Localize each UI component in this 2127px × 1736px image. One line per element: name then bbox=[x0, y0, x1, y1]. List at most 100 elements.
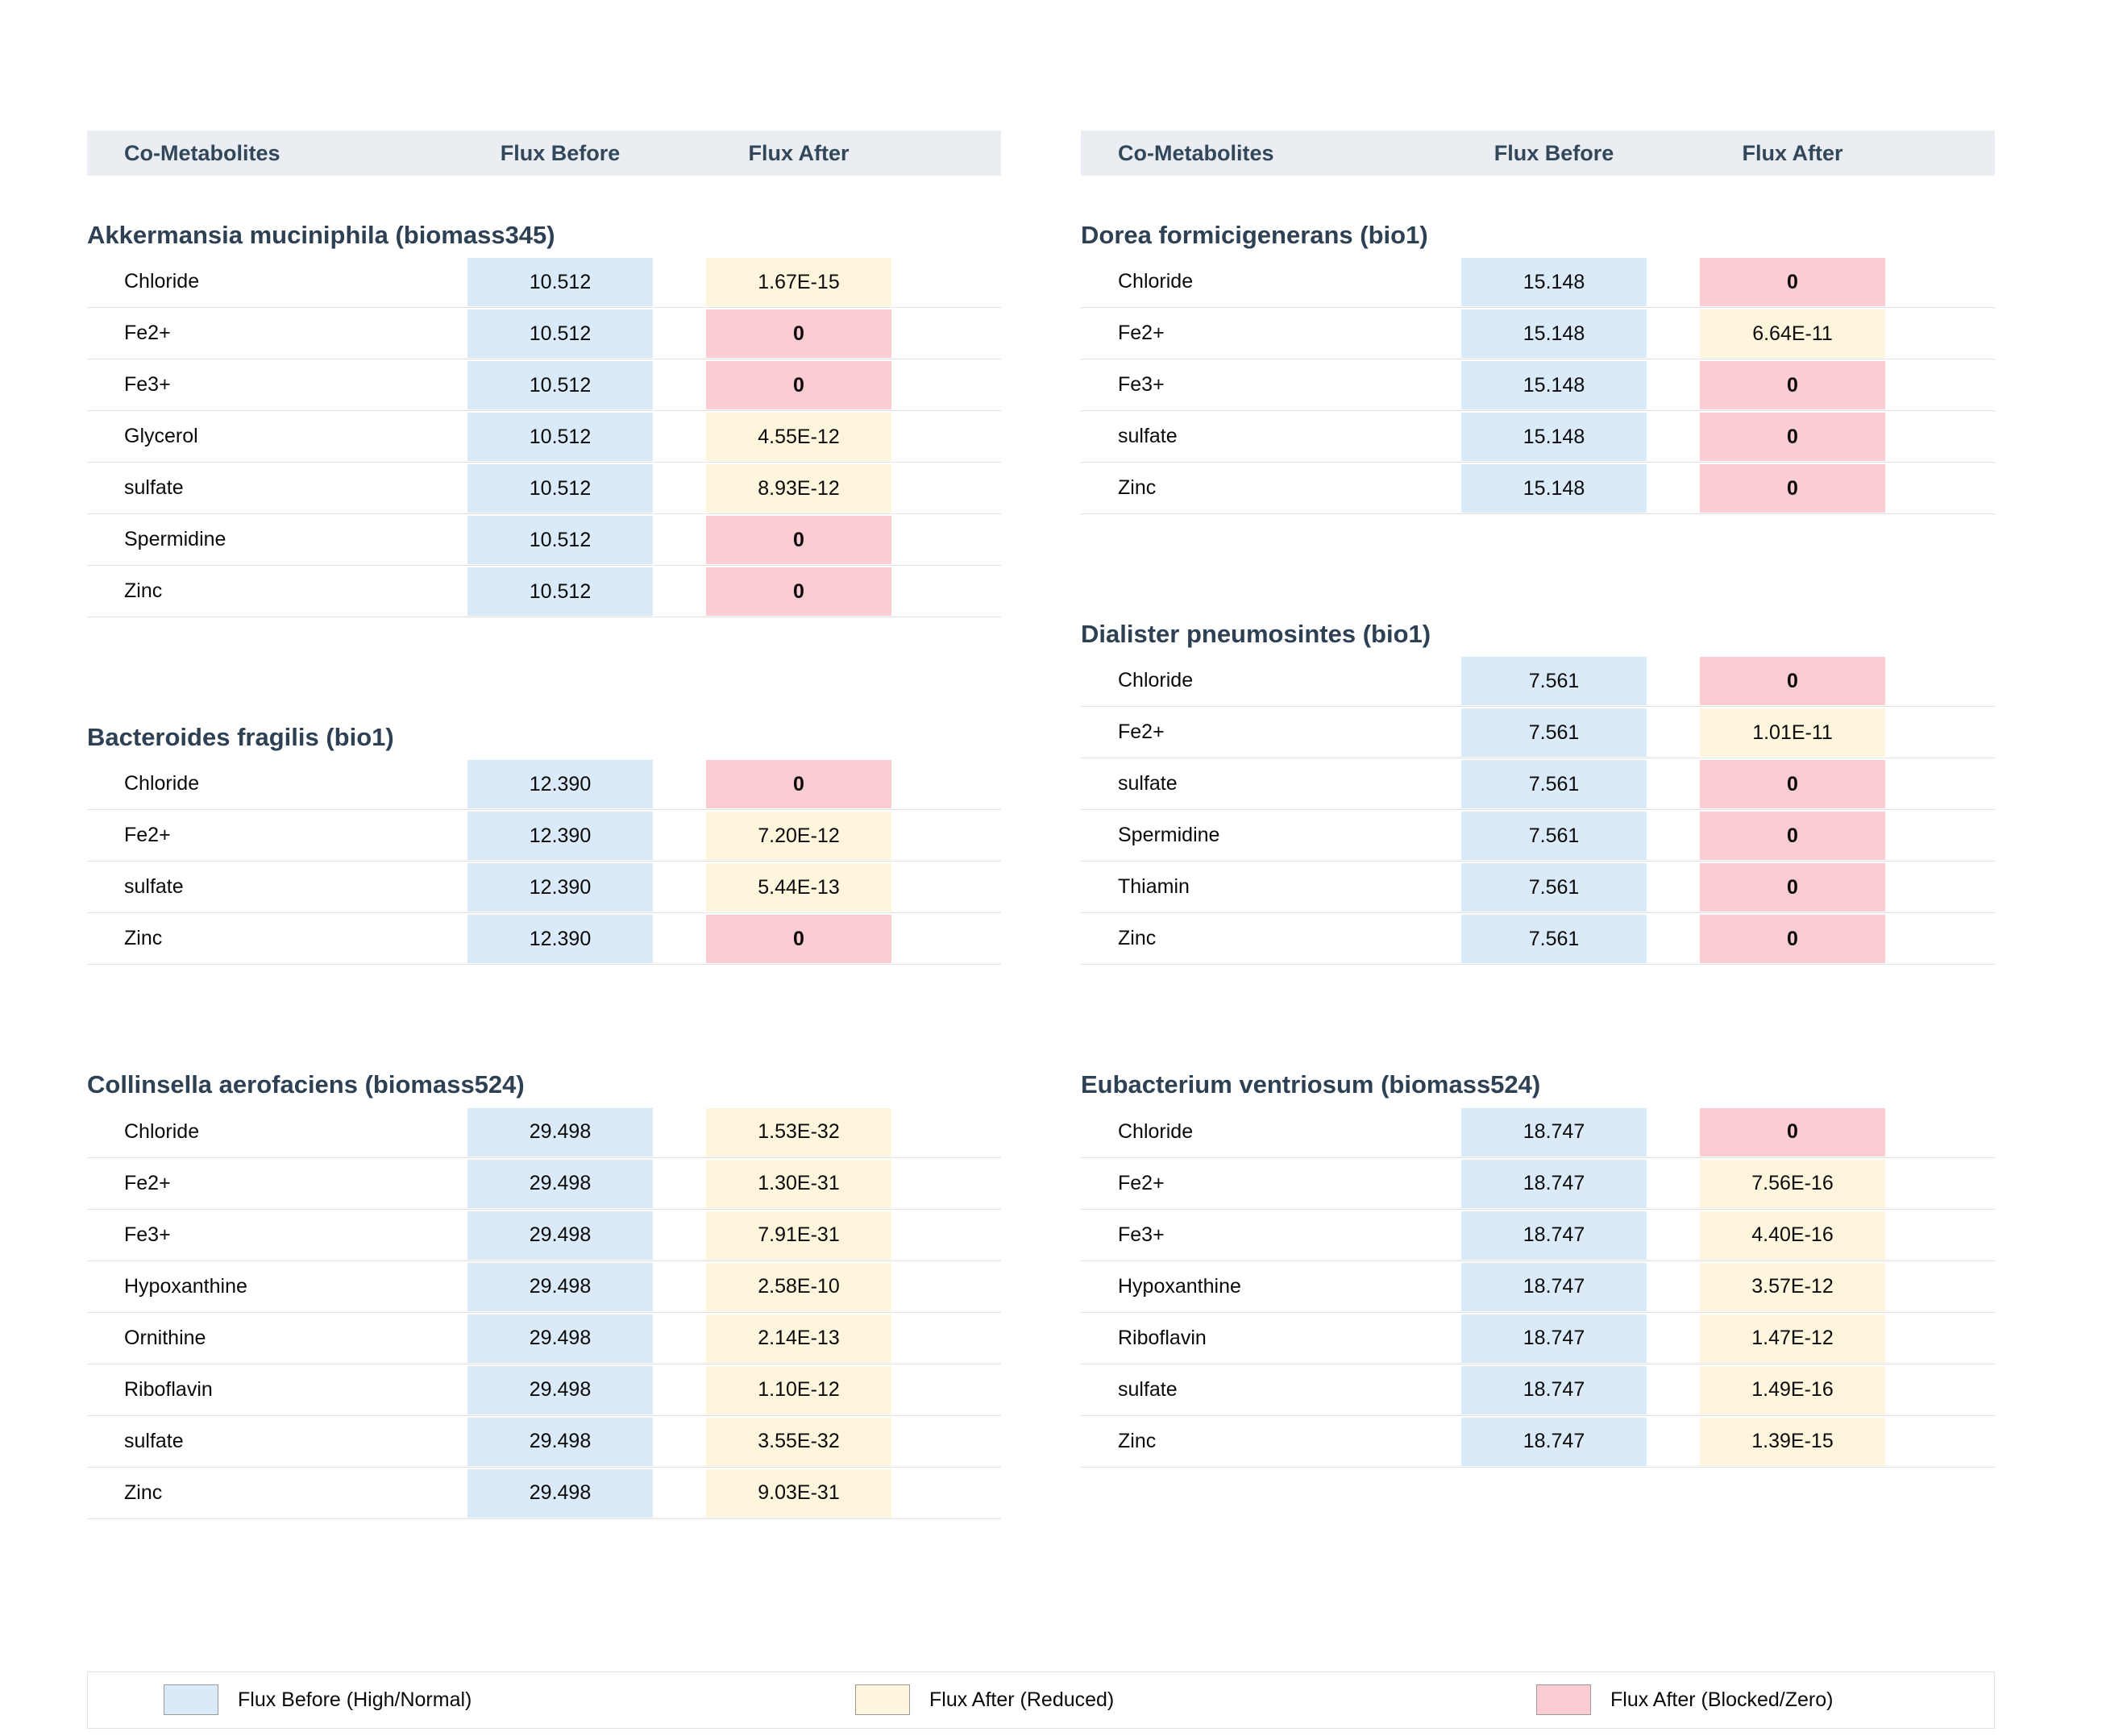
row-tail bbox=[891, 308, 1001, 359]
flux-after-cell: 0 bbox=[706, 915, 891, 964]
table-row: Zinc 7.561 0 bbox=[1081, 913, 1995, 966]
flux-before-cell: 18.747 bbox=[1461, 1211, 1647, 1260]
table-row: Fe3+ 18.747 4.40E-16 bbox=[1081, 1210, 1995, 1261]
table-row: Spermidine 7.561 0 bbox=[1081, 810, 1995, 862]
cell-gap bbox=[1647, 359, 1700, 410]
table-row: Fe2+ 10.512 0 bbox=[87, 308, 1001, 360]
cell-gap bbox=[1647, 308, 1700, 359]
left-sections: Akkermansia muciniphila (biomass345) Chlo… bbox=[87, 220, 1001, 1519]
row-tail bbox=[1885, 1416, 1995, 1467]
metabolite-name: Zinc bbox=[1118, 927, 1157, 950]
flux-before-cell: 18.747 bbox=[1461, 1314, 1647, 1363]
cell-gap bbox=[653, 1313, 706, 1364]
species-title: Collinsella aerofaciens (biomass524) bbox=[87, 1070, 525, 1099]
flux-before-cell: 10.512 bbox=[467, 516, 653, 565]
flux-before-cell: 12.390 bbox=[467, 760, 653, 809]
row-tail bbox=[891, 1313, 1001, 1364]
species-section: Akkermansia muciniphila (biomass345) Chlo… bbox=[87, 220, 1001, 618]
flux-after-cell: 7.56E-16 bbox=[1700, 1159, 1885, 1208]
cell-gap bbox=[653, 1158, 706, 1209]
table-row: Ornithine 29.498 2.14E-13 bbox=[87, 1313, 1001, 1364]
table-row: Zinc 10.512 0 bbox=[87, 566, 1001, 618]
row-tail bbox=[1885, 1107, 1995, 1157]
header-flux-before: Flux Before bbox=[1493, 140, 1614, 165]
flux-before-cell: 10.512 bbox=[467, 464, 653, 513]
cell-gap bbox=[653, 566, 706, 617]
row-tail bbox=[1885, 810, 1995, 861]
metabolite-name: Fe2+ bbox=[1118, 1171, 1165, 1194]
flux-after-blocked-swatch bbox=[1536, 1684, 1591, 1716]
flux-before-cell: 29.498 bbox=[467, 1211, 653, 1260]
flux-after-cell: 6.64E-11 bbox=[1700, 309, 1885, 359]
row-tail bbox=[891, 359, 1001, 410]
table-row: Riboflavin 29.498 1.10E-12 bbox=[87, 1364, 1001, 1416]
table-row: Hypoxanthine 18.747 3.57E-12 bbox=[1081, 1261, 1995, 1313]
flux-before-cell: 15.148 bbox=[1461, 464, 1647, 513]
cell-gap bbox=[653, 256, 706, 307]
table-row: Fe2+ 12.390 7.20E-12 bbox=[87, 810, 1001, 862]
flux-before-cell: 29.498 bbox=[467, 1314, 653, 1363]
cell-gap bbox=[1647, 1416, 1700, 1467]
flux-after-cell: 0 bbox=[706, 309, 891, 359]
legend-item-flux-before: Flux Before (High/Normal) bbox=[164, 1684, 472, 1716]
row-tail bbox=[1885, 862, 1995, 912]
metabolite-name: Chloride bbox=[124, 772, 200, 795]
flux-before-cell: 10.512 bbox=[467, 361, 653, 410]
metabolite-name: Glycerol bbox=[124, 425, 198, 448]
table-row: Thiamin 7.561 0 bbox=[1081, 862, 1995, 914]
row-tail bbox=[891, 514, 1001, 565]
flux-after-cell: 1.10E-12 bbox=[706, 1365, 891, 1414]
table-row: sulfate 10.512 8.93E-12 bbox=[87, 463, 1001, 515]
cell-gap bbox=[1647, 463, 1700, 513]
row-tail bbox=[1885, 256, 1995, 307]
metabolite-name: Chloride bbox=[1118, 1119, 1194, 1143]
flux-after-cell: 1.67E-15 bbox=[706, 258, 891, 307]
flux-after-cell: 1.01E-11 bbox=[1700, 708, 1885, 758]
row-tail bbox=[891, 913, 1001, 964]
metabolite-name: sulfate bbox=[1118, 425, 1178, 448]
cell-gap bbox=[1647, 655, 1700, 706]
metabolite-name: Zinc bbox=[124, 579, 163, 603]
table-row: Fe2+ 18.747 7.56E-16 bbox=[1081, 1158, 1995, 1210]
cell-gap bbox=[1647, 1261, 1700, 1312]
species-title: Eubacterium ventriosum (biomass524) bbox=[1081, 1070, 1541, 1099]
metabolite-name: Spermidine bbox=[1118, 824, 1220, 847]
metabolite-name: Fe2+ bbox=[124, 322, 171, 345]
table-row: Chloride 29.498 1.53E-32 bbox=[87, 1107, 1001, 1158]
cell-gap bbox=[1647, 411, 1700, 462]
flux-after-cell: 1.39E-15 bbox=[1700, 1417, 1885, 1466]
metabolite-name: Hypoxanthine bbox=[124, 1274, 247, 1298]
flux-after-cell: 1.47E-12 bbox=[1700, 1314, 1885, 1363]
flux-before-cell: 18.747 bbox=[1461, 1365, 1647, 1414]
row-tail bbox=[1885, 758, 1995, 809]
cell-gap bbox=[653, 810, 706, 861]
flux-after-cell: 2.58E-10 bbox=[706, 1262, 891, 1311]
row-tail bbox=[891, 1364, 1001, 1415]
header-flux-before: Flux Before bbox=[500, 140, 621, 165]
row-tail bbox=[1885, 913, 1995, 964]
metabolite-name: Fe2+ bbox=[1118, 322, 1165, 345]
table-row: Spermidine 10.512 0 bbox=[87, 514, 1001, 567]
flux-before-cell: 18.747 bbox=[1461, 1417, 1647, 1466]
flux-before-cell: 10.512 bbox=[467, 309, 653, 359]
species-section: Dorea formicigenerans (bio1) Chloride 15.1… bbox=[1081, 220, 1995, 515]
row-tail bbox=[891, 1107, 1001, 1157]
table-row: Chloride 10.512 1.67E-15 bbox=[87, 256, 1001, 309]
flux-after-cell: 0 bbox=[1700, 760, 1885, 809]
flux-after-cell: 1.49E-16 bbox=[1700, 1365, 1885, 1414]
flux-after-cell: 3.55E-32 bbox=[706, 1417, 891, 1466]
flux-before-cell: 10.512 bbox=[467, 258, 653, 307]
row-tail bbox=[891, 862, 1001, 912]
metabolite-name: Thiamin bbox=[1118, 875, 1190, 899]
metabolite-name: Zinc bbox=[124, 1481, 163, 1504]
legend-label: Flux Before (High/Normal) bbox=[238, 1688, 472, 1711]
row-tail bbox=[1885, 655, 1995, 706]
flux-before-cell: 7.561 bbox=[1461, 760, 1647, 809]
header-co-metabolites: Co-Metabolites bbox=[1118, 140, 1274, 165]
table-row: Fe3+ 10.512 0 bbox=[87, 359, 1001, 412]
cell-gap bbox=[1647, 1313, 1700, 1364]
flux-before-cell: 18.747 bbox=[1461, 1107, 1647, 1157]
cell-gap bbox=[653, 862, 706, 912]
table-row: sulfate 18.747 1.49E-16 bbox=[1081, 1364, 1995, 1416]
